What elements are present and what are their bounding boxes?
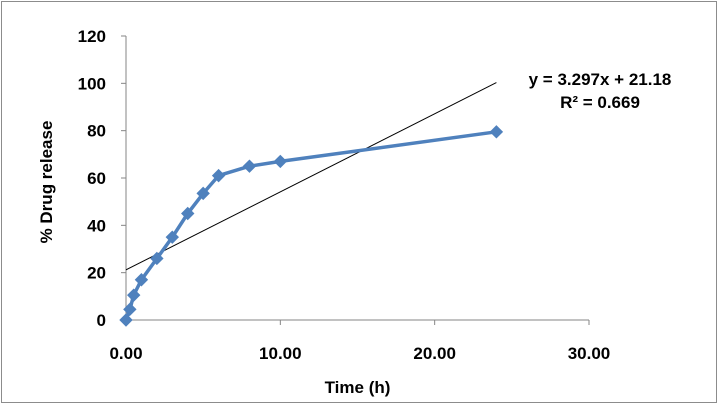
series-group — [119, 125, 504, 327]
y-tick-label: 80 — [87, 122, 106, 141]
series-line — [124, 130, 499, 322]
trendline-r2: R² = 0.669 — [560, 93, 640, 112]
chart-axes: 0 20 40 60 80 100 120 0.00 10.00 20.00 30.00 — [78, 27, 611, 363]
data-point-marker — [165, 230, 180, 244]
x-tick-label: 0.00 — [109, 344, 142, 363]
y-tick-label: 120 — [78, 27, 106, 46]
labels-group: Time (h) % Drug release y = 3.297x + 21.18… — [37, 70, 671, 397]
y-axis-title: % Drug release — [37, 121, 56, 244]
data-point-marker — [489, 125, 504, 139]
y-tick-label: 0 — [97, 311, 106, 330]
data-point-marker — [150, 251, 164, 266]
y-tick-label: 100 — [78, 74, 106, 93]
data-point-marker — [242, 159, 257, 173]
y-tick-label: 40 — [87, 216, 106, 235]
data-point-marker — [127, 288, 141, 302]
trendline-equation: y = 3.297x + 21.18 — [529, 70, 672, 89]
data-point-marker — [273, 154, 288, 169]
data-point-marker — [211, 168, 226, 183]
data-point-marker — [181, 206, 195, 221]
data-point-marker — [196, 186, 210, 201]
y-tick-label: 60 — [87, 169, 106, 188]
x-tick-label: 10.00 — [259, 344, 302, 363]
trendline-group — [125, 82, 497, 271]
y-tick-label: 20 — [87, 264, 106, 283]
data-point-marker — [119, 313, 133, 327]
x-tick-label: 30.00 — [568, 344, 611, 363]
trendline — [125, 82, 497, 271]
x-tick-label: 20.00 — [413, 344, 456, 363]
x-axis-title: Time (h) — [325, 378, 391, 397]
data-point-marker — [123, 302, 137, 317]
data-point-marker — [134, 273, 149, 287]
